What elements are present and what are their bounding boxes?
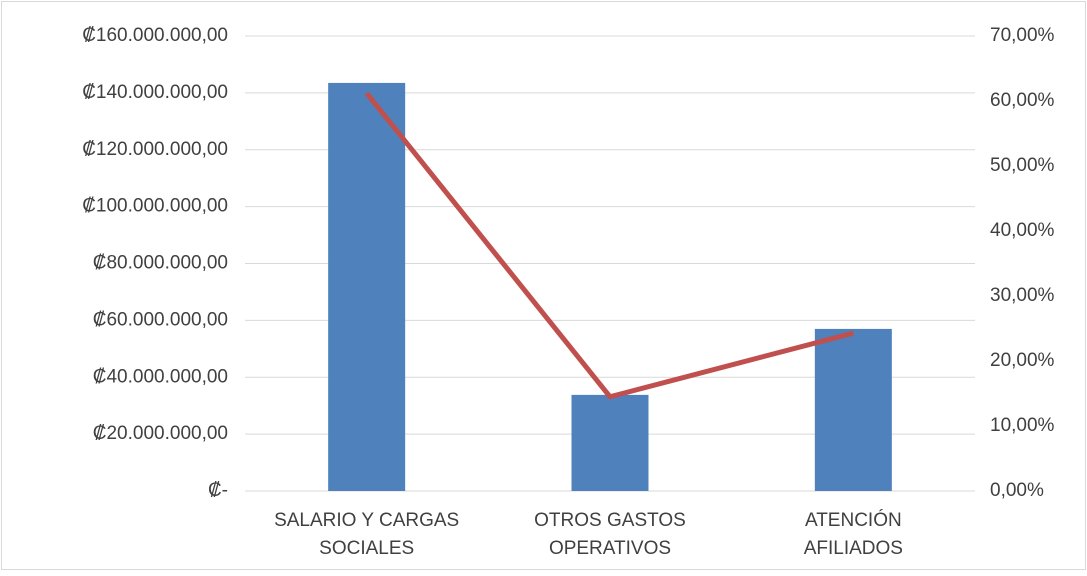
line	[364, 91, 854, 400]
y-tick-label: ₡100.000.000,00	[82, 196, 228, 217]
y2-tick-label: 30,00%	[990, 285, 1055, 306]
y-tick-label: ₡-	[208, 480, 228, 501]
y2-tick-label: 20,00%	[990, 350, 1055, 371]
y-tick-label: ₡160.000.000,00	[82, 25, 228, 46]
y-tick-label: ₡40.000.000,00	[93, 366, 228, 387]
bar	[328, 82, 406, 491]
x-tick-label: SALARIO Y CARGAS SOCIALES	[274, 510, 459, 559]
x-tick-label: ATENCIÓN AFILIADOS	[804, 509, 903, 559]
y-tick-label: ₡120.000.000,00	[82, 139, 228, 160]
y-tick-label: ₡140.000.000,00	[82, 82, 228, 103]
y2-tick-label: 70,00%	[990, 25, 1055, 46]
bar	[571, 394, 649, 491]
x-tick-label: OTROS GASTOS OPERATIVOS	[534, 510, 686, 559]
bar	[814, 328, 892, 491]
y-tick-label: ₡60.000.000,00	[93, 309, 228, 330]
y2-tick-label: 50,00%	[990, 155, 1055, 176]
y2-tick-label: 40,00%	[990, 220, 1055, 241]
y2-tick-label: 60,00%	[990, 90, 1055, 111]
y-tick-label: ₡20.000.000,00	[93, 423, 228, 444]
y2-tick-label: 10,00%	[990, 415, 1055, 436]
y-tick-label: ₡80.000.000,00	[93, 253, 228, 274]
y2-tick-label: 0,00%	[990, 480, 1044, 501]
